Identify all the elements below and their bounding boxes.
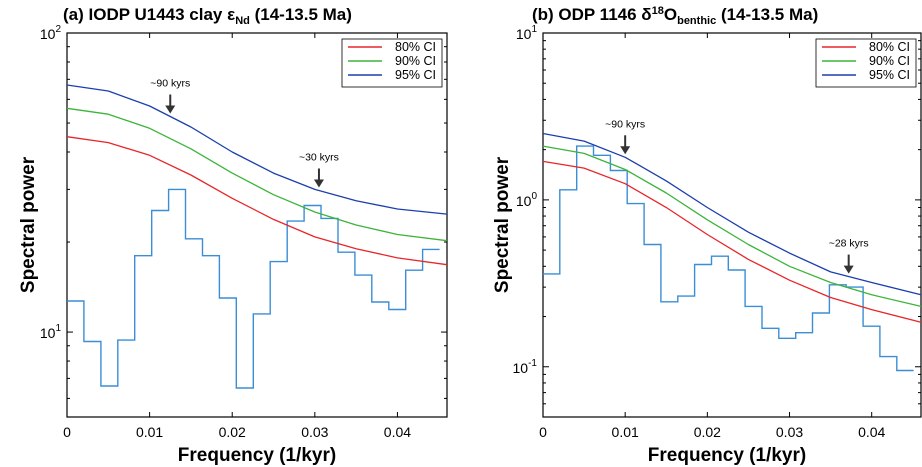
panel-b-plot-frame: [542, 32, 922, 418]
panel-a-y-tick-label: 101: [40, 323, 62, 341]
panel-b-spectrum-group: [543, 145, 914, 372]
panel-b-x-tick-label: 0.03: [776, 424, 803, 440]
panel-b-annotations: ~90 kyrs ~28 kyrs: [605, 118, 869, 274]
panel-a-plot-frame: [66, 32, 448, 418]
panel-a-x-tick-label: 0.01: [136, 424, 163, 440]
panel-a: (a) IODP U1443 clay εNd (14-13.5 Ma) 0 0.…: [18, 5, 448, 466]
panel-a-ci-curves-group: [66, 84, 448, 266]
panel-a-legend-label: 90% CI: [395, 54, 436, 68]
panel-a-annotation-label: ~30 kyrs: [299, 152, 339, 164]
panel-b-annotation-arrow-head: [620, 146, 631, 155]
panel-b-annotation-label: ~90 kyrs: [605, 118, 645, 130]
panel-b-legend-label: 95% CI: [869, 68, 910, 82]
panel-b-y-tick-label: 101: [516, 24, 538, 42]
panel-a-x-tick-label: 0: [63, 424, 71, 440]
panel-a-ci-curve-90: [66, 107, 448, 242]
panel-a-annotation-arrow-head: [313, 179, 324, 188]
panel-b-legend-label: 80% CI: [869, 40, 910, 54]
panel-b-y-tick-label: 100: [516, 191, 538, 209]
panel-b-ci-curves-group: [542, 132, 922, 323]
panel-b-annotation-arrow-head: [843, 265, 854, 274]
panel-a-x-tick-label: 0.04: [384, 424, 411, 440]
panel-b-x-ticks: 0 0.01 0.02 0.03 0.04: [539, 33, 886, 440]
panel-b-x-tick-label: 0.01: [612, 424, 639, 440]
panel-a-x-ticks: 0 0.01 0.02 0.03 0.04: [63, 33, 411, 440]
panel-b-ci-curve-80: [542, 160, 922, 323]
panel-b-y-tick-label: 10-1: [513, 358, 538, 376]
panel-b-annotation-label: ~28 kyrs: [829, 238, 869, 250]
panel-b-x-axis-label: Frequency (1/kyr): [648, 445, 806, 466]
panel-a-spectrum-group: [67, 188, 440, 389]
panel-a-x-axis-label: Frequency (1/kyr): [178, 445, 336, 466]
panel-a-annotation-arrow-head: [165, 105, 176, 114]
panel-b-y-axis-label: Spectral power: [492, 156, 513, 293]
panel-a-ci-curve-80: [66, 136, 448, 266]
panel-a-legend-label: 80% CI: [395, 40, 436, 54]
panel-b-x-tick-label: 0.02: [694, 424, 721, 440]
panel-b-legend-label: 90% CI: [869, 54, 910, 68]
panel-b-x-tick-label: 0.04: [858, 424, 885, 440]
panel-a-annotation-label: ~90 kyrs: [150, 77, 190, 89]
panel-a-legend-label: 95% CI: [395, 68, 436, 82]
panel-b-ci-curve-95: [542, 132, 922, 296]
panel-a-x-tick-label: 0.02: [219, 424, 246, 440]
panel-b-y-ticks: 10-1 100 101: [513, 24, 921, 418]
panel-a-y-ticks: 101 102: [40, 24, 447, 399]
panel-a-ci-curve-95: [66, 84, 448, 215]
panel-b-title: (b) ODP 1146 δ18Obenthic (14-13.5 Ma): [532, 5, 818, 27]
panel-b-ci-curve-90: [542, 145, 922, 308]
panel-b-spectrum-line: [543, 145, 914, 372]
panel-a-y-tick-label: 102: [40, 24, 62, 42]
panel-b-x-tick-label: 0: [539, 424, 547, 440]
panel-a-annotations: ~90 kyrs ~30 kyrs: [150, 77, 339, 188]
panel-a-title: (a) IODP U1443 clay εNd (14-13.5 Ma): [63, 5, 352, 27]
panel-a-y-axis-label: Spectral power: [18, 156, 39, 293]
panel-a-spectrum-line: [67, 188, 440, 389]
panel-a-x-tick-label: 0.03: [301, 424, 328, 440]
